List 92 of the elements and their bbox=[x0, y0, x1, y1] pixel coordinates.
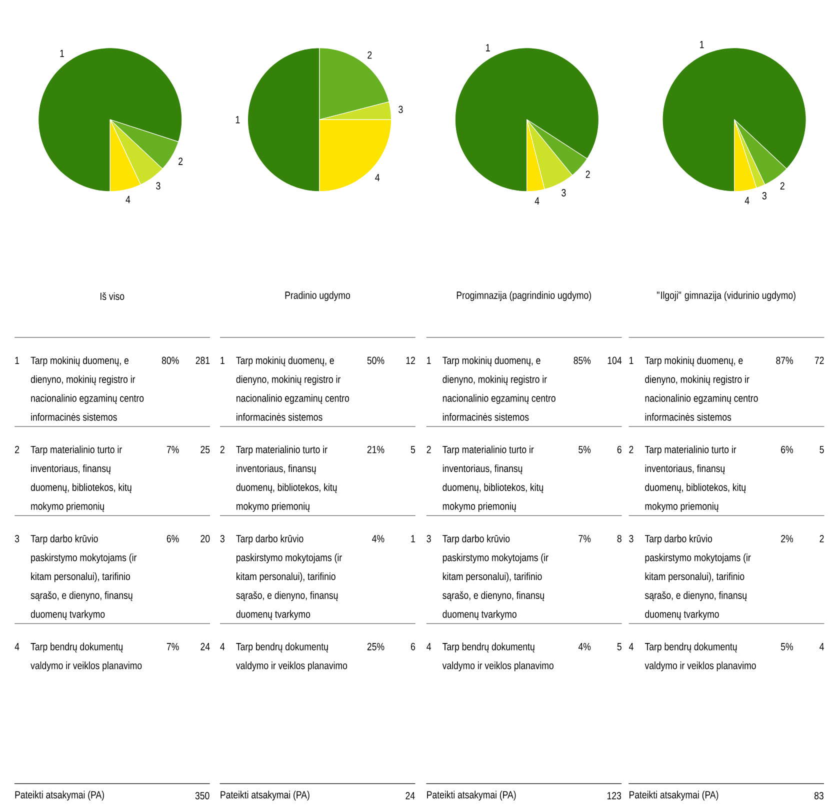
text: 5 bbox=[617, 643, 622, 651]
text: Tarp bendrų dokumentų valdymo ir veiklos planavimo bbox=[442, 642, 554, 672]
text: Tarp materialinio turto ir inventoriaus, finansų duomenų, bibliotekos, kitų mokymo priemonių bbox=[644, 446, 746, 512]
text: 7% bbox=[166, 643, 179, 650]
slice-label: 2 bbox=[780, 182, 784, 190]
slice-label: 1 bbox=[236, 116, 240, 124]
text: Pradinio ugdymo bbox=[285, 291, 350, 302]
text: 12 bbox=[406, 356, 415, 364]
category-label: 3 bbox=[14, 535, 20, 543]
text: Tarp bendrų dokumentų valdymo ir veiklos planavimo bbox=[30, 642, 142, 672]
text: Tarp darbo krūvio paskirstymo mokytojams (ir kitam personalui), tarifinio sąrašo, e dienyno, finansų duomenų tvarkymo bbox=[236, 534, 342, 620]
text: 5 bbox=[410, 446, 416, 454]
text: 80% bbox=[162, 356, 179, 364]
text: Pateikti atsakymai (PA) bbox=[427, 790, 516, 801]
slice-label: 2 bbox=[368, 52, 372, 59]
text: 2% bbox=[781, 535, 794, 542]
category-label: 1 bbox=[15, 357, 20, 364]
category-label: 1 bbox=[629, 357, 634, 364]
slice-label: 4 bbox=[375, 174, 380, 182]
slice-label: 1 bbox=[486, 44, 490, 52]
category-label: 1 bbox=[427, 357, 431, 364]
slice-label: 2 bbox=[586, 170, 590, 178]
category-label: 4 bbox=[629, 643, 634, 650]
text: 7% bbox=[578, 535, 591, 542]
slice-label: 4 bbox=[126, 196, 130, 204]
text: 6 bbox=[617, 446, 622, 454]
slice-label: 3 bbox=[762, 192, 766, 200]
text: 5 bbox=[820, 446, 824, 454]
text: 25 bbox=[200, 446, 210, 454]
text: 6 bbox=[411, 643, 416, 651]
text: 1 bbox=[411, 535, 415, 542]
slice-label: 3 bbox=[398, 106, 403, 114]
text: Tarp materialinio turto ir inventoriaus, finansų duomenų, bibliotekos, kitų mokymo priemonių bbox=[30, 446, 132, 512]
text: Tarp darbo krūvio paskirstymo mokytojams (ir kitam personalui), tarifinio sąrašo, e dienyno, finansų duomenų tvarkymo bbox=[442, 534, 548, 620]
text: 25% bbox=[367, 643, 384, 651]
text: 24 bbox=[406, 792, 415, 800]
text: 72 bbox=[814, 356, 824, 364]
slice-label: 3 bbox=[562, 189, 566, 197]
text: 6% bbox=[166, 535, 179, 543]
text: Tarp mokinių duomenų, e dienyno, mokinių registro ir nacionalinio egzaminų centro informacinės sistemos bbox=[442, 356, 556, 421]
text: 24 bbox=[200, 643, 210, 650]
text: 6% bbox=[781, 446, 794, 454]
category-label: 3 bbox=[220, 535, 224, 543]
text: "Ilgoji" gimnazija (vidurinio ugdymo) bbox=[657, 291, 796, 302]
category-label: 4 bbox=[14, 643, 20, 650]
text: Pateikti atsakymai (PA) bbox=[15, 790, 104, 801]
category-label: 3 bbox=[426, 535, 431, 543]
slice-label: 4 bbox=[744, 197, 750, 204]
text: 350 bbox=[195, 792, 210, 800]
text: 281 bbox=[196, 356, 210, 364]
category-label: 3 bbox=[629, 535, 634, 543]
text: 50% bbox=[367, 356, 384, 364]
category-label: 1 bbox=[220, 357, 224, 364]
text: 123 bbox=[607, 792, 622, 800]
text: Tarp bendrų dokumentų valdymo ir veiklos planavimo bbox=[236, 642, 348, 672]
text: 4% bbox=[578, 643, 591, 650]
text: 21% bbox=[367, 446, 384, 454]
category-label: 2 bbox=[629, 446, 634, 454]
category-label: 2 bbox=[15, 446, 20, 454]
text: Tarp mokinių duomenų, e dienyno, mokinių registro ir nacionalinio egzaminų centro informacinės sistemos bbox=[236, 356, 350, 421]
slice-label: 4 bbox=[534, 197, 540, 205]
category-label: 2 bbox=[220, 446, 224, 454]
text: Pateikti atsakymai (PA) bbox=[630, 790, 718, 801]
text: Iš viso bbox=[100, 292, 124, 300]
text: Tarp bendrų dokumentų valdymo ir veiklos planavimo bbox=[644, 642, 756, 672]
text: Progimnazija (pagrindinio ugdymo) bbox=[456, 291, 592, 302]
text: Tarp darbo krūvio paskirstymo mokytojams (ir kitam personalui), tarifinio sąrašo, e dienyno, finansų duomenų tvarkymo bbox=[30, 534, 137, 620]
text: 87% bbox=[776, 356, 793, 364]
text: 83 bbox=[814, 792, 824, 800]
text: Pateikti atsakymai (PA) bbox=[220, 790, 310, 801]
text: Tarp materialinio turto ir inventoriaus, finansų duomenų, bibliotekos, kitų mokymo priemonių bbox=[442, 446, 544, 512]
text: Tarp darbo krūvio paskirstymo mokytojams (ir kitam personalui), tarifinio sąrašo, e dienyno, finansų duomenų tvarkymo bbox=[644, 534, 751, 620]
text: 8 bbox=[617, 535, 622, 543]
text: 5% bbox=[781, 643, 794, 651]
slice-label: 3 bbox=[156, 182, 160, 190]
slice-label: 1 bbox=[700, 41, 704, 48]
slice-label: 2 bbox=[178, 158, 183, 166]
text: 4% bbox=[372, 535, 384, 542]
text: Tarp mokinių duomenų, e dienyno, mokinių registro ir nacionalinio egzaminų centro informacinės sistemos bbox=[30, 356, 144, 421]
text: Tarp mokinių duomenų, e dienyno, mokinių registro ir nacionalinio egzaminų centro informacinės sistemos bbox=[644, 356, 758, 421]
text: 20 bbox=[200, 535, 210, 543]
category-label: 4 bbox=[426, 643, 432, 650]
text: 4 bbox=[820, 643, 824, 650]
category-label: 4 bbox=[220, 643, 225, 650]
text: 85% bbox=[574, 356, 591, 364]
slice-label: 1 bbox=[60, 50, 64, 58]
text: 7% bbox=[166, 446, 179, 454]
category-label: 2 bbox=[426, 446, 431, 454]
text: 5% bbox=[578, 446, 591, 454]
text: Tarp materialinio turto ir inventoriaus, finansų duomenų, bibliotekos, kitų mokymo priemonių bbox=[236, 446, 337, 512]
text: 104 bbox=[608, 356, 622, 364]
text: 2 bbox=[820, 535, 824, 542]
